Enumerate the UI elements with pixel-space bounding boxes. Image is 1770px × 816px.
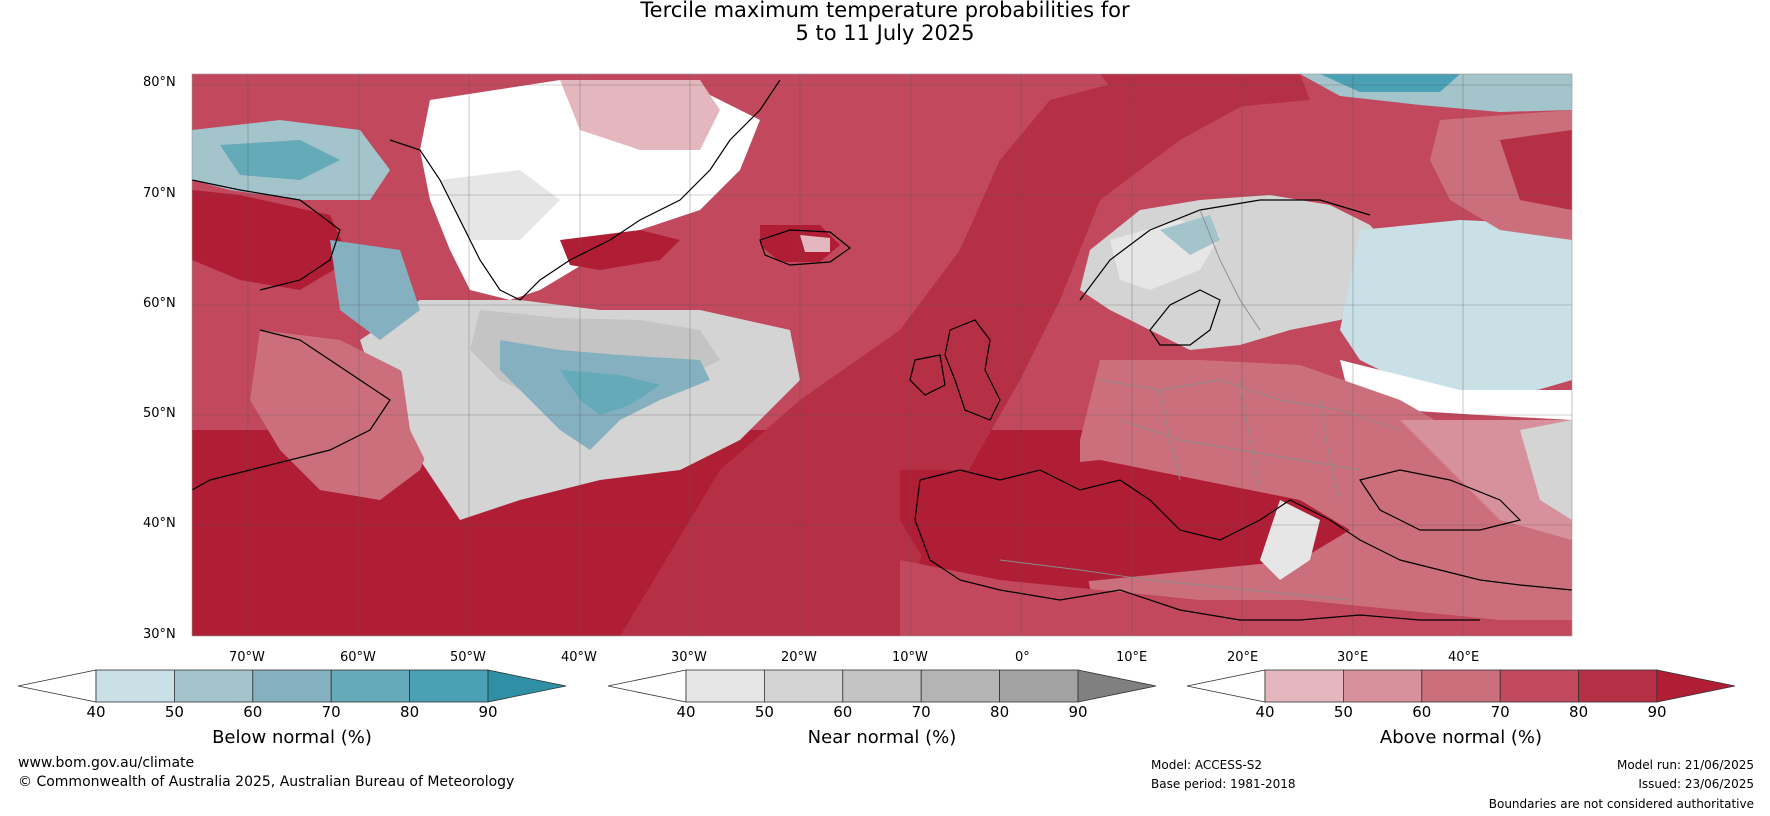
north-africa-above xyxy=(900,560,1572,636)
labrador-sea-below xyxy=(330,240,420,340)
colorbar-tick-label: 70 xyxy=(1490,703,1510,721)
aegean-near-normal xyxy=(1260,500,1320,580)
scandinavia-below-pocket xyxy=(1160,215,1220,255)
barents-below-normal-core xyxy=(1320,74,1460,92)
colorbar-low-extend xyxy=(1186,669,1266,703)
colorbar-segment xyxy=(1578,669,1658,703)
lat-label-50n: 50°N xyxy=(143,406,176,421)
colorbar-tick-label: 90 xyxy=(1068,703,1088,721)
colorbar-segment xyxy=(1421,669,1501,703)
colorbar-high-extend xyxy=(1077,669,1157,703)
colorbar-segment xyxy=(173,669,254,703)
russia-below-normal xyxy=(1340,220,1572,395)
base-period: Base period: 1981-2018 xyxy=(1151,777,1296,791)
caspian-near-normal xyxy=(1520,420,1572,520)
lon-label-30w: 30°W xyxy=(671,650,707,665)
colorbar-tick-label: 80 xyxy=(990,703,1010,721)
colorbar-low-extend xyxy=(17,669,97,703)
colorbar-segment xyxy=(685,669,765,703)
lon-label-70w: 70°W xyxy=(229,650,265,665)
colorbar-2 xyxy=(607,669,1157,703)
map-title-line2: 5 to 11 July 2025 xyxy=(795,21,975,45)
canadian-arctic-above xyxy=(192,74,380,120)
colorbar-title: Below normal (%) xyxy=(212,727,372,748)
lon-label-60w: 60°W xyxy=(340,650,376,665)
colorbar-tick-label: 80 xyxy=(400,703,420,721)
colorbar-tick-label: 40 xyxy=(676,703,696,721)
lat-label-70n: 70°N xyxy=(143,186,176,201)
colorbar-segment xyxy=(1343,669,1423,703)
lat-label-80n: 80°N xyxy=(143,75,176,90)
iceland-light xyxy=(800,235,830,252)
greenland-near-normal xyxy=(440,170,560,240)
disclaimer-text: Boundaries are not considered authoritat… xyxy=(1488,797,1754,811)
colorbar-segment xyxy=(95,669,175,703)
colorbar-tick-label: 70 xyxy=(321,703,341,721)
colorbar-segment xyxy=(999,669,1079,703)
colorbar-tick-label: 60 xyxy=(833,703,853,721)
map-title-line1: Tercile maximum temperature probabilitie… xyxy=(640,0,1130,22)
colorbar-segment xyxy=(920,669,1001,703)
colorbar-tick-label: 40 xyxy=(86,703,106,721)
lon-label-40w: 40°W xyxy=(561,650,597,665)
colorbar-tick-label: 90 xyxy=(478,703,498,721)
colorbar-segment xyxy=(1264,669,1344,703)
colorbar-title: Near normal (%) xyxy=(807,727,957,748)
northern-russia-above-core xyxy=(1500,130,1572,210)
colorbar-segment xyxy=(764,669,844,703)
atlantic-below-normal-core xyxy=(560,370,660,415)
colorbar-tick-label: 60 xyxy=(1412,703,1432,721)
greenland-north-above xyxy=(560,80,720,150)
colorbar-tick-label: 40 xyxy=(1255,703,1275,721)
colorbar-tick-label: 70 xyxy=(911,703,931,721)
website-link[interactable]: www.bom.gov.au/climate xyxy=(18,755,195,771)
country-borders xyxy=(999,209,1401,601)
map-fill-layer xyxy=(192,74,1572,636)
colorbar-tick-label: 90 xyxy=(1647,703,1667,721)
colorbar-group xyxy=(17,669,1736,703)
colorbar-title: Above normal (%) xyxy=(1379,727,1543,748)
graticule xyxy=(192,74,1572,636)
lat-label-30n: 30°N xyxy=(143,627,176,642)
svalbard-above xyxy=(1100,74,1310,110)
colorbar-segment xyxy=(409,669,489,703)
baffin-island-above xyxy=(192,190,350,290)
lon-label-0: 0° xyxy=(1015,650,1030,665)
baffin-below-normal-core xyxy=(220,140,340,180)
colorbar-tick-label: 50 xyxy=(754,703,774,721)
copyright-text: © Commonwealth of Australia 2025, Austra… xyxy=(18,774,515,790)
colorbar-tick-label: 50 xyxy=(1333,703,1353,721)
lat-label-60n: 60°N xyxy=(143,296,176,311)
issued-date: Issued: 23/06/2025 xyxy=(1638,777,1754,791)
lon-label-40e: 40°E xyxy=(1448,650,1480,665)
lon-label-30e: 30°E xyxy=(1337,650,1369,665)
lon-label-20w: 20°W xyxy=(781,650,817,665)
atlantic-band xyxy=(620,74,1300,636)
colorbar-1 xyxy=(17,669,567,703)
colorbar-segment xyxy=(1499,669,1579,703)
colorbar-high-extend xyxy=(487,669,567,703)
lon-label-10e: 10°E xyxy=(1116,650,1148,665)
model-name: Model: ACCESS-S2 xyxy=(1151,758,1263,772)
colorbar-3 xyxy=(1186,669,1736,703)
colorbar-tick-label: 60 xyxy=(243,703,263,721)
colorbar-high-extend xyxy=(1656,669,1736,703)
colorbar-segment xyxy=(252,669,332,703)
colorbar-tick-label: 80 xyxy=(1569,703,1589,721)
lon-label-20e: 20°E xyxy=(1227,650,1259,665)
colorbar-low-extend xyxy=(607,669,687,703)
lat-label-40n: 40°N xyxy=(143,516,176,531)
model-run-date: Model run: 21/06/2025 xyxy=(1616,758,1754,772)
colorbar-segment xyxy=(330,669,411,703)
lon-label-50w: 50°W xyxy=(450,650,486,665)
lon-label-10w: 10°W xyxy=(892,650,928,665)
colorbar-segment xyxy=(842,669,922,703)
denmark-strait-above xyxy=(560,230,680,270)
map-frame xyxy=(191,73,1573,637)
colorbar-tick-label: 50 xyxy=(164,703,184,721)
